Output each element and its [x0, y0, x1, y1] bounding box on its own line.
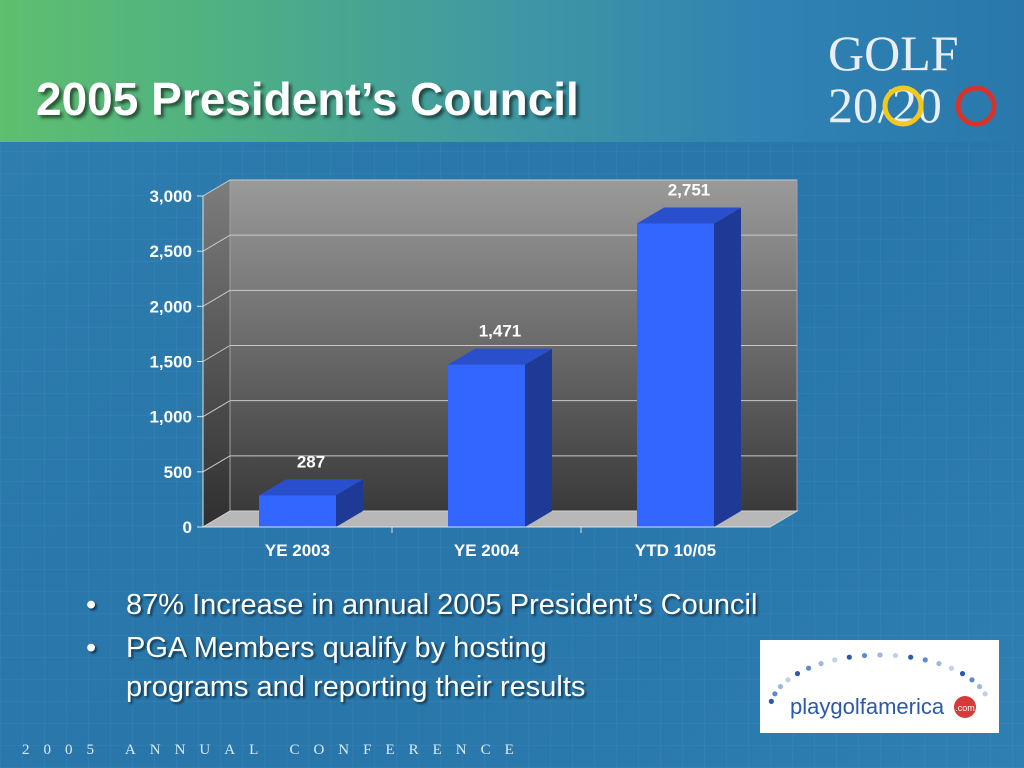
- gridline-side: [202, 179, 231, 197]
- bars: 287 1,471 2,751: [259, 180, 741, 527]
- bar-chart: 0 500 1,000 1,500 2,000 2,500 3,000 287 1,471 2,…: [149, 179, 799, 560]
- bar-top: [637, 207, 741, 224]
- logo-dot: [892, 652, 899, 659]
- y-tick-label: 500: [164, 463, 192, 482]
- bar: [637, 207, 741, 527]
- x-category-label: YTD 10/05: [635, 541, 716, 560]
- bullet-list: • 87% Increase in annual 2005 President’…: [86, 586, 946, 711]
- gridline-side: [202, 289, 231, 307]
- logo-dot-arc: [768, 652, 988, 704]
- y-tick-label: 1,500: [149, 353, 192, 372]
- y-tick-label: 1,000: [149, 408, 192, 427]
- bullet-item: • 87% Increase in annual 2005 President’…: [86, 586, 946, 625]
- logo-dot: [908, 654, 914, 660]
- bar-front: [259, 495, 336, 527]
- playgolfamerica-logo: playgolfamerica .com: [760, 640, 999, 733]
- title-band: [0, 0, 1024, 142]
- x-category-label: YE 2003: [265, 541, 330, 560]
- footer-text: 2005 ANNUAL CONFERENCE: [22, 742, 528, 758]
- logo-dot: [846, 654, 852, 660]
- logo-ring-red: [955, 85, 997, 127]
- logo-dot: [861, 652, 868, 659]
- logo-dot: [818, 660, 824, 667]
- gridline-side: [202, 345, 231, 362]
- gridline-side: [202, 400, 231, 418]
- logo-dot: [877, 652, 883, 658]
- logo-dot: [969, 677, 975, 683]
- bullet-dot: •: [86, 632, 97, 664]
- bar-data-label: 287: [297, 452, 325, 471]
- playgolfamerica-logo-art: playgolfamerica .com: [768, 652, 988, 719]
- bar-top: [448, 348, 552, 365]
- playgolfamerica-wordmark: playgolfamerica: [790, 694, 945, 719]
- bar: [259, 479, 363, 527]
- bar: [448, 348, 552, 527]
- bar-front: [448, 364, 525, 527]
- logo-dot: [936, 660, 942, 667]
- y-tick-label: 3,000: [149, 187, 192, 206]
- golf-2020-logo: GOLF 20/20: [828, 25, 997, 132]
- dot-com-text: .com: [955, 703, 975, 713]
- bar-side: [525, 348, 552, 527]
- y-axis-ticks: 0 500 1,000 1,500 2,000 2,500 3,000: [149, 187, 203, 537]
- logo-dot: [959, 671, 966, 677]
- bullet-text-line1: PGA Members qualify by hosting: [126, 632, 547, 664]
- logo-rings: [882, 85, 997, 127]
- logo-ring-yellow: [882, 85, 924, 127]
- logo-line1: GOLF: [828, 25, 959, 81]
- x-axis-labels: YE 2003 YE 2004 YTD 10/05: [265, 527, 716, 560]
- logo-dot: [785, 677, 791, 683]
- logo-dot: [805, 665, 812, 671]
- bullet-item: • PGA Members qualify by hosting program…: [86, 629, 946, 707]
- logo-dot: [922, 657, 928, 663]
- logo-dot: [948, 665, 955, 671]
- logo-dot: [794, 671, 801, 677]
- logo-dot: [777, 683, 784, 690]
- logo-dot: [832, 657, 838, 663]
- bullet-text-line2: programs and reporting their results: [126, 671, 586, 703]
- y-tick-label: 0: [183, 518, 192, 537]
- logo-dot: [976, 683, 983, 690]
- logo-dot: [772, 691, 778, 697]
- slide-title: 2005 President’s Council: [36, 73, 579, 125]
- gridline-side: [202, 234, 231, 252]
- x-category-label: YE 2004: [454, 541, 520, 560]
- bar-data-label: 2,751: [668, 180, 711, 199]
- bar-front: [637, 223, 714, 527]
- y-tick-label: 2,000: [149, 297, 192, 316]
- gridline-side: [202, 455, 231, 473]
- bar-top: [259, 479, 363, 496]
- logo-dot: [982, 691, 988, 697]
- dot-com-badge: [954, 696, 976, 718]
- bar-data-label: 1,471: [479, 322, 522, 341]
- y-tick-label: 2,500: [149, 242, 192, 261]
- bullet-text: 87% Increase in annual 2005 President’s …: [126, 589, 758, 621]
- bar-side: [336, 479, 363, 527]
- bullet-dot: •: [86, 589, 97, 621]
- logo-dot: [768, 698, 774, 704]
- bar-side: [714, 207, 741, 527]
